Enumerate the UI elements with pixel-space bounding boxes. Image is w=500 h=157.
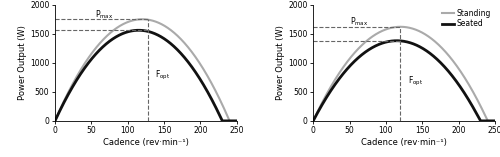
Seated [492, 120, 498, 122]
X-axis label: Cadence (rev·min⁻¹): Cadence (rev·min⁻¹) [361, 138, 447, 147]
Seated [228, 120, 234, 122]
Seated [52, 120, 58, 122]
Y-axis label: Power Output (W): Power Output (W) [276, 25, 285, 100]
Line: Seated: Seated [55, 30, 237, 121]
Standing [140, 18, 145, 20]
Line: Standing: Standing [55, 19, 237, 121]
Standing [310, 120, 316, 122]
Standing [52, 120, 58, 122]
Seated [394, 40, 400, 42]
Y-axis label: Power Output (W): Power Output (W) [18, 25, 28, 100]
Standing [487, 120, 493, 122]
Seated [487, 120, 493, 122]
Seated [310, 120, 316, 122]
Seated [398, 40, 404, 42]
Line: Seated: Seated [313, 41, 495, 121]
Standing [394, 26, 400, 28]
Standing [398, 26, 404, 28]
Standing [492, 120, 498, 122]
Text: P$_{\mathregular{max}}$: P$_{\mathregular{max}}$ [95, 9, 113, 21]
Legend: Standing, Seated: Standing, Seated [439, 5, 494, 32]
Seated [136, 29, 141, 31]
Seated [234, 120, 240, 122]
Seated [486, 120, 492, 122]
Seated [228, 120, 234, 122]
Seated [136, 29, 141, 31]
X-axis label: Cadence (rev·min⁻¹): Cadence (rev·min⁻¹) [103, 138, 189, 147]
Standing [486, 120, 492, 122]
Seated [394, 40, 400, 42]
Standing [234, 120, 240, 122]
Standing [320, 101, 326, 103]
Text: F$_{\mathregular{opt}}$: F$_{\mathregular{opt}}$ [156, 69, 170, 82]
Standing [228, 120, 234, 122]
Text: P$_{\mathregular{max}}$: P$_{\mathregular{max}}$ [350, 16, 368, 28]
Seated [140, 30, 146, 32]
Standing [228, 120, 234, 122]
Standing [62, 100, 68, 101]
Seated [62, 101, 68, 103]
Standing [196, 60, 202, 62]
Standing [398, 26, 404, 28]
Standing [454, 65, 460, 66]
Seated [320, 103, 326, 105]
Seated [196, 75, 202, 77]
Seated [454, 81, 460, 82]
Standing [140, 18, 146, 20]
Line: Standing: Standing [313, 27, 495, 121]
Text: F$_{\mathregular{opt}}$: F$_{\mathregular{opt}}$ [408, 75, 423, 88]
Standing [136, 19, 141, 20]
